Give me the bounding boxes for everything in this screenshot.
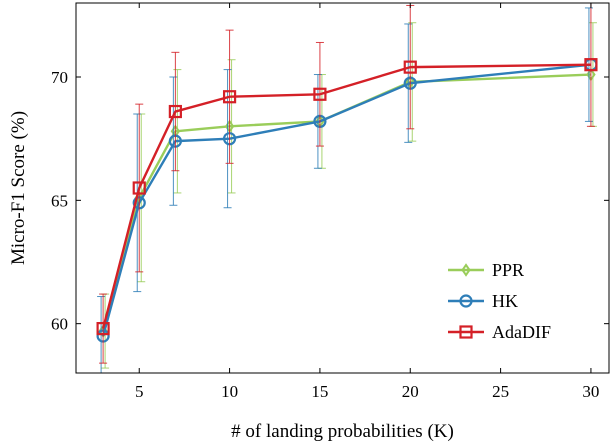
legend-label: AdaDIF	[492, 322, 551, 342]
x-tick-label: 15	[311, 382, 328, 401]
plot-area	[96, 3, 598, 373]
legend-marker	[461, 263, 471, 277]
plot-frame	[75, 2, 610, 374]
y-axis-label: Micro-F1 Score (%)	[8, 111, 29, 265]
data-point	[403, 60, 417, 74]
data-point	[168, 104, 182, 119]
data-point	[313, 87, 327, 101]
y-tick-label: 70	[51, 68, 68, 87]
legend-marker	[459, 325, 473, 339]
legend-label: PPR	[492, 260, 524, 280]
data-point	[132, 181, 146, 195]
x-tick-label: 5	[135, 382, 144, 401]
data-point	[584, 58, 598, 72]
x-tick-label: 25	[492, 382, 509, 401]
y-tick-label: 65	[51, 191, 68, 210]
series-hk	[96, 7, 598, 373]
series-line	[101, 63, 591, 329]
x-axis-label: # of landing probabilities (K)	[231, 421, 454, 442]
legend-item-hk: HK	[448, 291, 518, 311]
series-ppr	[98, 22, 597, 369]
legend-marker	[459, 294, 473, 308]
y-tick-label: 60	[51, 315, 68, 334]
data-point	[96, 322, 110, 336]
x-tick-label: 20	[402, 382, 419, 401]
x-tick-label: 10	[221, 382, 238, 401]
legend-item-ppr: PPR	[448, 260, 524, 280]
legend: PPR HK AdaDIF	[448, 260, 551, 342]
series-adadif	[96, 3, 598, 364]
legend-label: HK	[492, 291, 518, 311]
x-tick-label: 30	[582, 382, 599, 401]
axes: 5 10 15 20 25 30 60 65 70	[51, 2, 610, 401]
legend-item-adadif: AdaDIF	[448, 322, 551, 342]
data-point	[222, 90, 237, 104]
